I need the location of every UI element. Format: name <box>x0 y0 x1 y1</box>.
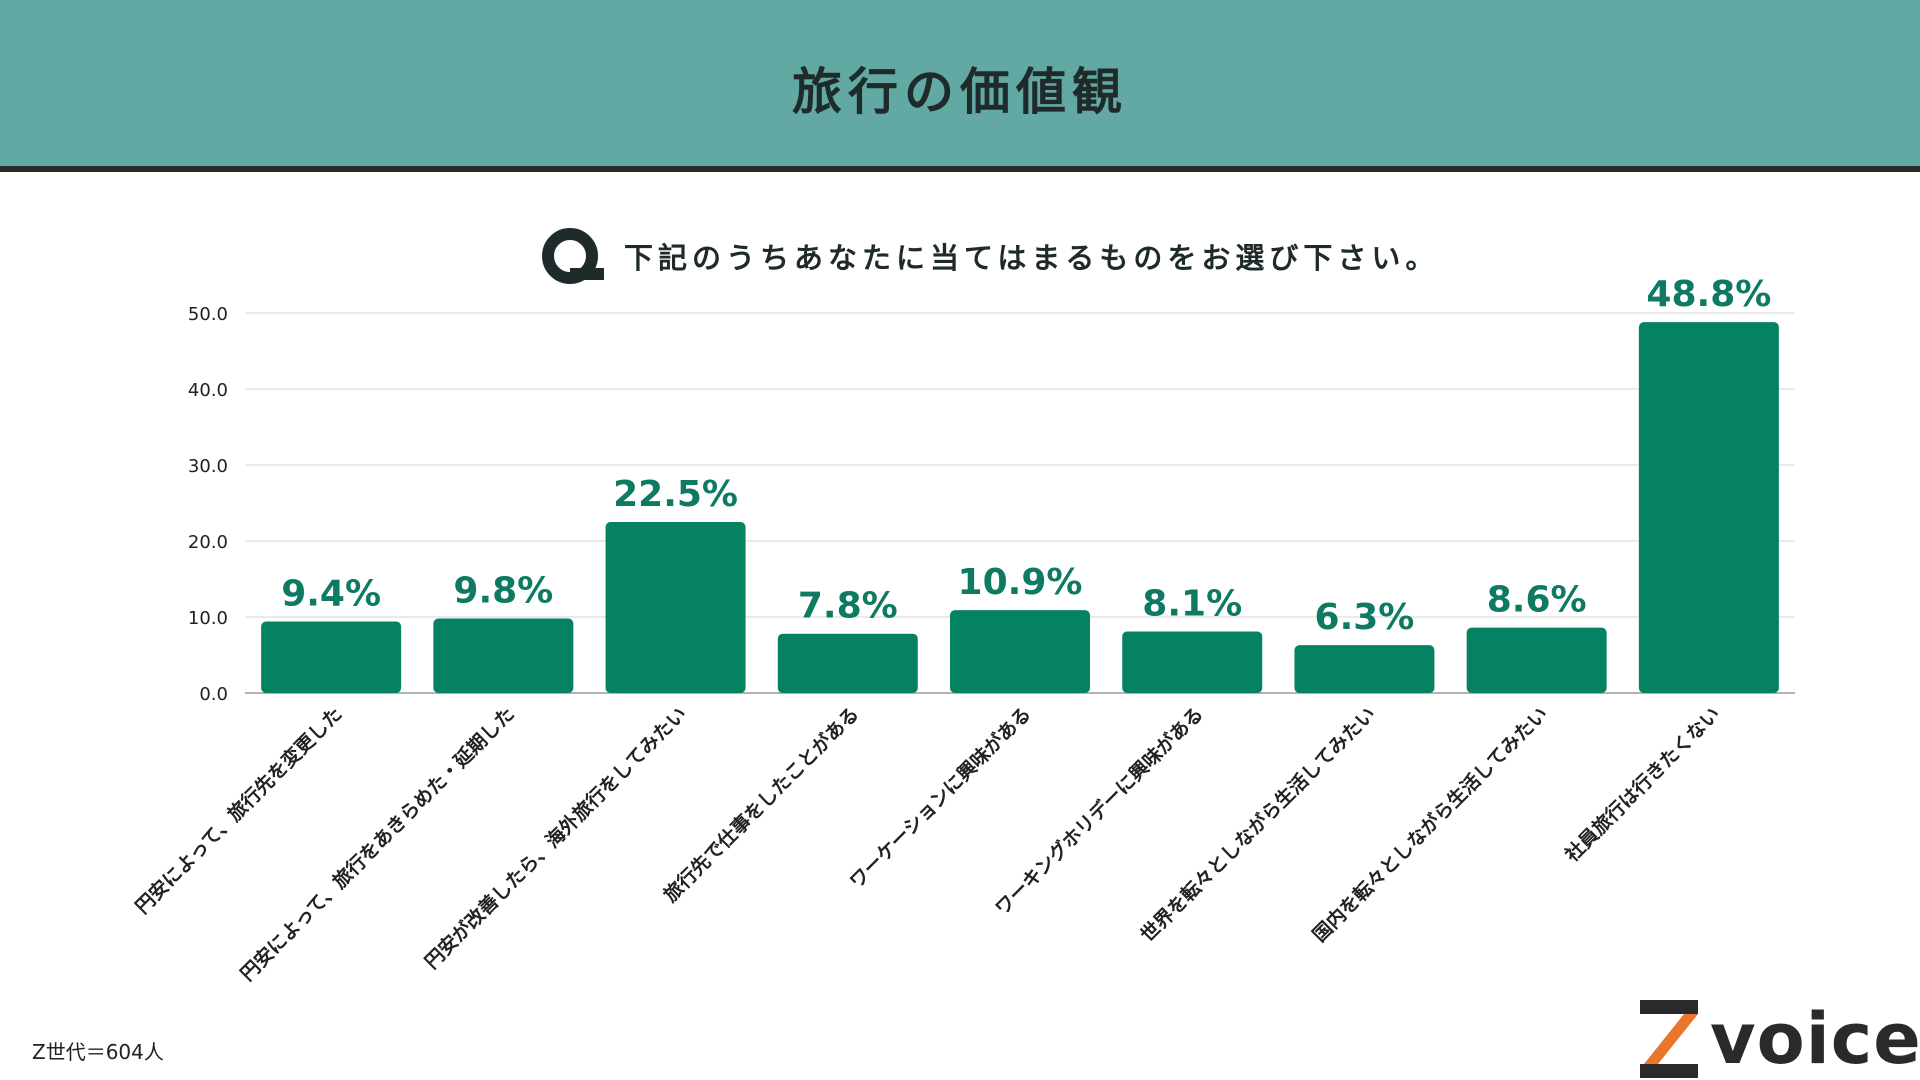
bar <box>1294 645 1435 693</box>
q-icon <box>542 228 604 284</box>
data-label: 6.3% <box>1315 597 1415 638</box>
question-text: 下記のうちあなたに当てはまるものをお選び下さい。 <box>624 241 1440 275</box>
y-tick-label: 50.0 <box>188 304 228 325</box>
data-label: 8.6% <box>1487 580 1587 621</box>
x-tick-label: 社員旅行は行きたくない <box>1560 702 1725 867</box>
data-label: 10.9% <box>958 562 1083 603</box>
x-tick-label: 円安が改善したら、海外旅行をしてみたい <box>420 702 691 973</box>
bars <box>261 322 1779 693</box>
data-label: 9.8% <box>453 571 553 612</box>
x-axis-labels: 円安によって、旅行先を変更した円安によって、旅行をあきらめた・延期した円安が改善… <box>131 702 1725 985</box>
y-tick-label: 10.0 <box>188 608 228 629</box>
sample-size-note: Z世代＝604人 <box>32 1040 164 1064</box>
bar <box>261 621 402 693</box>
y-tick-label: 20.0 <box>188 532 228 553</box>
bar <box>1638 322 1779 693</box>
x-tick-label: 円安によって、旅行先を変更した <box>131 702 347 918</box>
page-title: 旅行の価値観 <box>792 63 1128 121</box>
y-tick-label: 40.0 <box>188 380 228 401</box>
y-tick-label: 30.0 <box>188 456 228 477</box>
data-label: 9.4% <box>281 574 381 615</box>
data-label: 22.5% <box>613 474 738 515</box>
logo-wordmark: voice <box>1710 998 1920 1080</box>
bar <box>1466 627 1607 693</box>
y-axis-ticks: 0.0 10.0 20.0 30.0 40.0 50.0 <box>188 304 228 705</box>
data-label: 8.1% <box>1142 583 1242 624</box>
bar <box>777 633 918 693</box>
header-banner: 旅行の価値観 <box>0 0 1920 172</box>
y-tick-label: 0.0 <box>199 684 228 705</box>
question-row: 下記のうちあなたに当てはまるものをお選び下さい。 <box>540 226 1439 286</box>
x-tick-label: ワーキングホリデーに興味がある <box>990 702 1207 919</box>
z-logo-icon <box>1640 1000 1698 1078</box>
bar-chart: 0.0 10.0 20.0 30.0 40.0 50.0 9.4% 9.8% 22.5% 7.8… <box>131 274 1795 985</box>
bar <box>605 522 746 693</box>
data-labels: 9.4% 9.8% 22.5% 7.8% 10.9% 8.1% 6.3% 8.6% 48.8% <box>281 274 1771 638</box>
data-label: 48.8% <box>1646 274 1771 315</box>
x-tick-label: 旅行先で仕事をしたことがある <box>659 702 863 906</box>
bar <box>950 610 1090 693</box>
x-tick-label: 円安によって、旅行をあきらめた・延期した <box>236 702 519 985</box>
data-label: 7.8% <box>798 586 898 627</box>
x-tick-label: ワーケーションに興味がある <box>845 702 1036 893</box>
zvoice-logo: voice <box>1638 998 1920 1080</box>
bar <box>433 618 574 693</box>
bar <box>1122 631 1263 693</box>
